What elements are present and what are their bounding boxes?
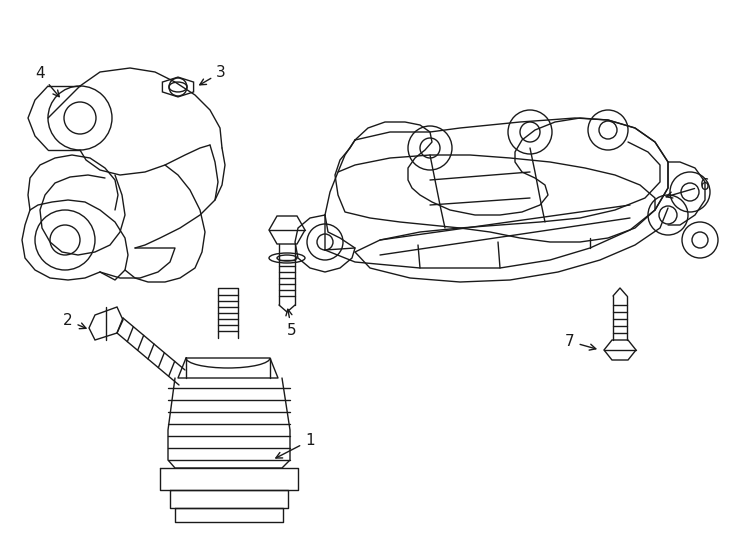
Text: 5: 5 — [286, 309, 297, 338]
Text: 1: 1 — [276, 433, 315, 458]
Text: 3: 3 — [200, 65, 226, 85]
Text: 2: 2 — [63, 313, 86, 329]
Text: 7: 7 — [565, 334, 596, 350]
Text: 4: 4 — [35, 66, 59, 97]
Text: 6: 6 — [666, 178, 710, 198]
